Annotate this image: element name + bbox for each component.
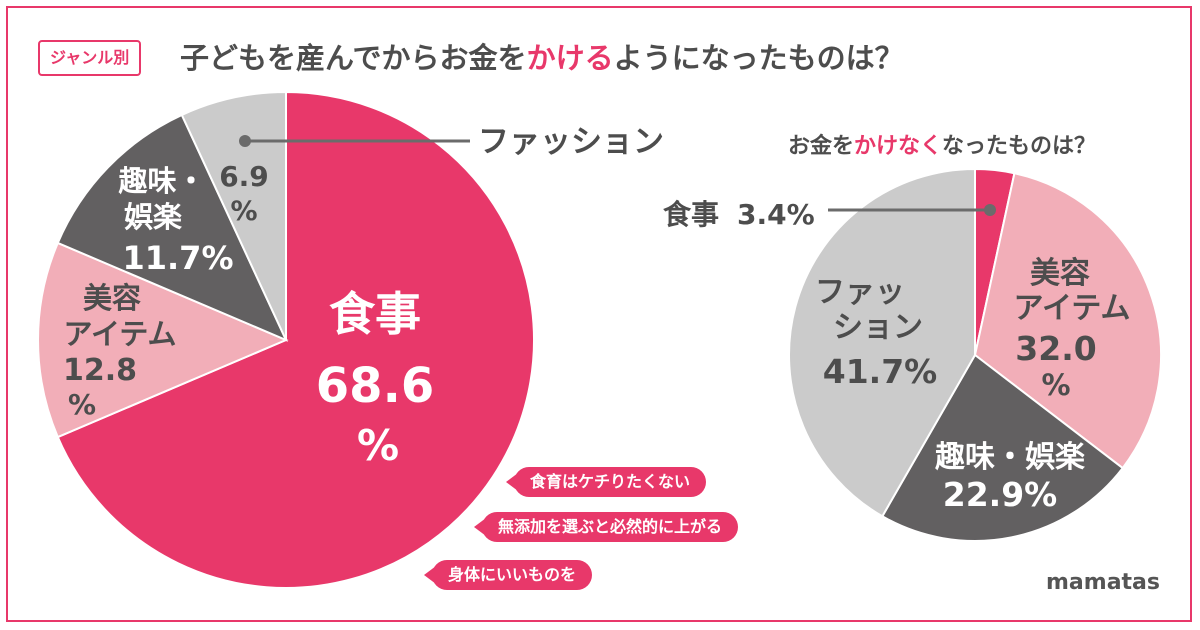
meal-leader-dot — [984, 204, 996, 216]
reason-text-3: 身体にいいものを — [448, 565, 577, 584]
pie2-slice-1 — [973, 172, 1162, 470]
pie2-slice-3 — [788, 167, 976, 518]
pie1-slice-2 — [56, 113, 288, 342]
pie-chart-spend-more — [37, 90, 535, 589]
pie1-slice-3 — [180, 90, 287, 341]
label-p1-hobby-name-1: 趣味・ — [117, 164, 205, 198]
chart-title: 子どもを産んでからお金をかけるようになったものは？ — [180, 35, 904, 77]
fashion-leader-dot — [239, 135, 251, 147]
label-p1-fashion-name: ファッション — [478, 124, 664, 160]
label-p2-fashion-name-2: ション — [833, 310, 923, 345]
reason-text-2: 無添加を選ぶと必然的に上がる — [498, 517, 723, 536]
sub-chart-title: お金をかけなくなったものは？ — [788, 128, 1096, 160]
title-post: ようになったものは？ — [613, 41, 904, 75]
bubble-tail — [506, 473, 518, 491]
bubble-tail — [424, 566, 436, 584]
label-p2-meal-name: 食事 — [663, 198, 719, 231]
subtitle-post: なったものは？ — [942, 134, 1097, 159]
subtitle-pre: お金を — [788, 134, 855, 159]
pie-chart-spend-less — [788, 167, 1162, 542]
subtitle-highlight: かけなく — [854, 134, 943, 159]
label-p2-hobby-name: 趣味・娯楽 — [935, 440, 1085, 475]
bubble-tail — [474, 518, 486, 536]
label-p2-beauty-value: 32.0 — [1015, 329, 1096, 368]
label-p1-meal-unit: % — [357, 421, 399, 470]
label-p2-fashion-name-1: ファッ — [815, 275, 905, 310]
label-p2-fashion-value: 41.7% — [823, 352, 938, 391]
title-pre: 子どもを産んでからお金を — [180, 41, 527, 75]
frame-border — [6, 6, 1192, 622]
label-p1-beauty-name-1: 美容 — [83, 281, 141, 315]
genre-tag: ジャンル別 — [38, 40, 142, 76]
label-p1-beauty-name-2: アイテム — [63, 317, 176, 351]
label-p2-beauty-unit: % — [1041, 368, 1070, 402]
brand-logo: mamatas — [1046, 570, 1160, 595]
pie2-slice-2 — [880, 353, 1125, 542]
label-p1-fashion-value: 6.9 — [219, 160, 269, 193]
label-p1-meal-name: 食事 — [329, 287, 421, 341]
reason-bubble-1: 食育はケチりたくない — [506, 467, 707, 497]
pie1-slice-1 — [37, 241, 289, 439]
label-p2-beauty-name-1: 美容 — [1030, 256, 1090, 291]
label-p1-meal-value: 68.6 — [316, 358, 434, 414]
label-p1-fashion-unit: % — [230, 196, 257, 227]
label-p2-meal-value: 3.4% — [737, 198, 815, 231]
title-highlight: かける — [526, 41, 614, 75]
label-p1-beauty-unit: % — [68, 388, 96, 421]
reason-bubble-3: 身体にいいものを — [424, 560, 593, 590]
reason-text-1: 食育はケチりたくない — [530, 472, 691, 491]
label-p2-beauty-name-2: アイテム — [1014, 291, 1131, 326]
label-p1-hobby-name-2: 娯楽 — [124, 200, 182, 234]
label-p1-hobby-value: 11.7% — [122, 239, 233, 277]
label-p1-beauty-value: 12.8 — [63, 353, 137, 388]
label-p2-hobby-value: 22.9% — [943, 475, 1058, 514]
reason-bubble-2: 無添加を選ぶと必然的に上がる — [474, 512, 739, 542]
